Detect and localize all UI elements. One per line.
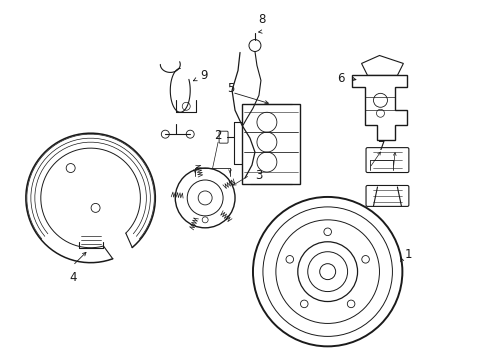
Text: 9: 9 (200, 69, 207, 82)
Text: 4: 4 (69, 271, 76, 284)
Text: 7: 7 (377, 140, 385, 153)
Text: 8: 8 (258, 13, 265, 26)
Text: 5: 5 (226, 82, 234, 95)
Text: 3: 3 (254, 168, 262, 181)
Text: 1: 1 (404, 248, 411, 261)
Text: 6: 6 (336, 72, 344, 85)
Text: 2: 2 (214, 129, 222, 142)
